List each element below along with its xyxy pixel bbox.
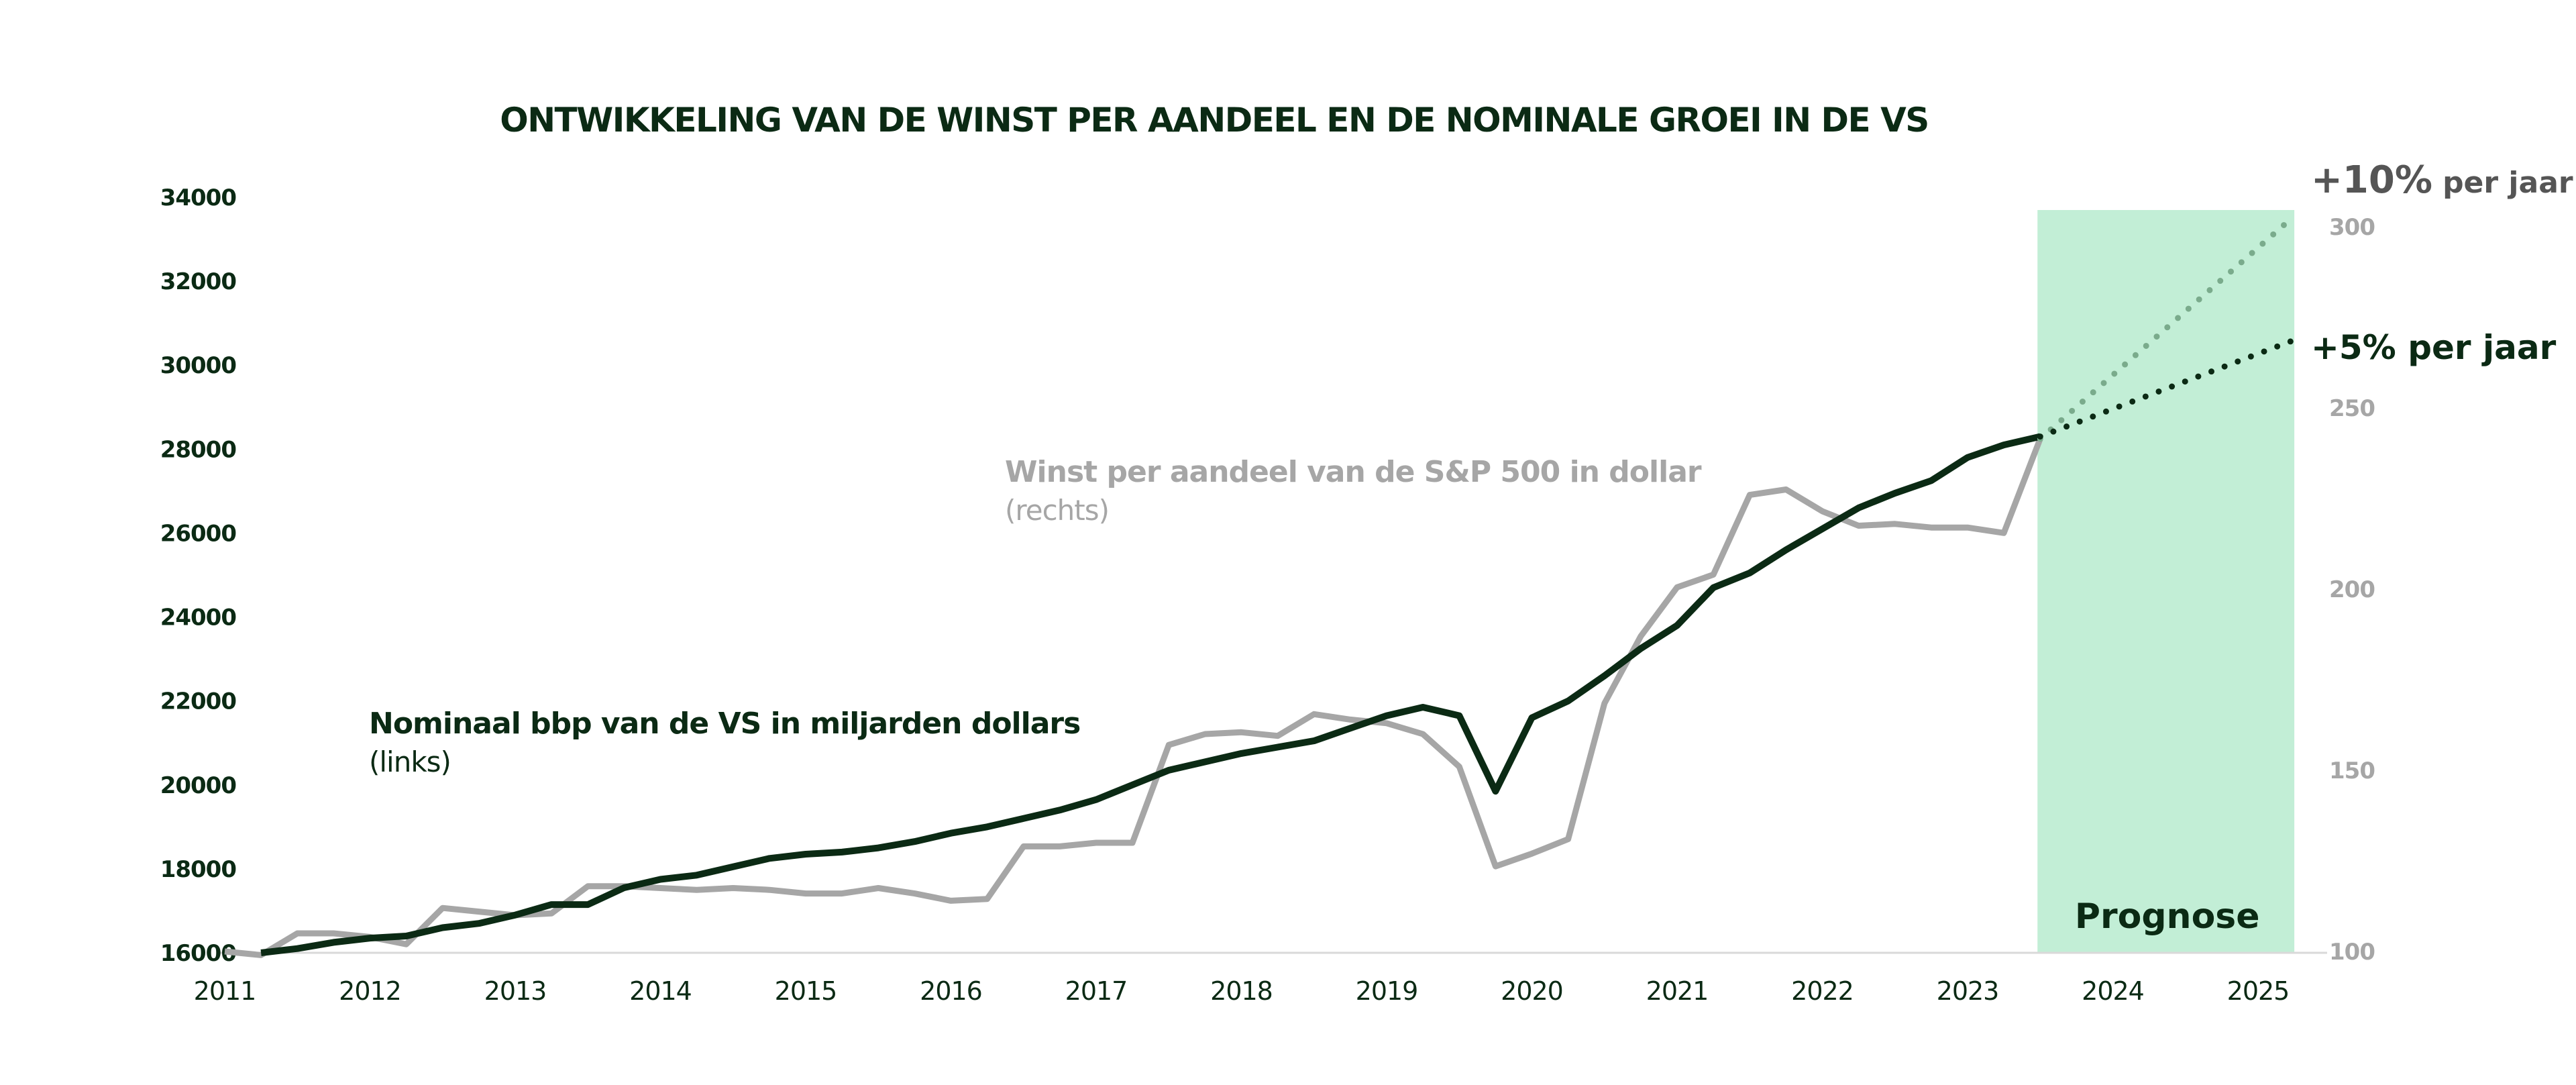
annotation-5pct: +5% per jaar (2311, 328, 2557, 367)
left-y-tick-label: 26000 (160, 520, 237, 547)
left-y-tick-label: 34000 (160, 185, 237, 211)
right-y-tick-label: 100 (2329, 939, 2375, 966)
x-tick-label: 2014 (629, 976, 692, 1006)
series-line-forecast-5pct (2037, 337, 2298, 440)
eps-series-label: Winst per aandeel van de S&P 500 in doll… (1005, 455, 1702, 489)
x-tick-label: 2017 (1065, 976, 1128, 1006)
right-y-tick-label: 300 (2329, 214, 2375, 241)
series-line-gdp (260, 433, 2041, 956)
x-tick-label: 2018 (1210, 976, 1273, 1006)
left-y-tick-label: 20000 (160, 772, 237, 799)
x-tick-label: 2015 (775, 976, 837, 1006)
x-tick-label: 2020 (1501, 976, 1563, 1006)
annotation-10pct-value: +10% (2311, 158, 2432, 202)
gdp-series-label: Nominaal bbp van de VS in miljarden doll… (369, 707, 1080, 741)
annotation-10pct-suffix: per jaar (2443, 166, 2573, 200)
left-y-tick-label: 24000 (160, 605, 237, 631)
x-tick-label: 2012 (339, 976, 401, 1006)
forecast-region (2037, 210, 2295, 953)
x-tick-label: 2022 (1791, 976, 1854, 1006)
right-y-tick-label: 200 (2329, 576, 2375, 603)
x-tick-label: 2013 (484, 976, 547, 1006)
annotation-10pct: +10% per jaar (2311, 158, 2573, 202)
left-y-tick-label: 18000 (160, 856, 237, 883)
left-y-tick-label: 30000 (160, 352, 237, 379)
chart-title: ONTWIKKELING VAN DE WINST PER AANDEEL EN… (500, 101, 1929, 140)
x-axis: 2011 2012 2013 2014 2015 2016 2017 2018 2019 2020… (194, 976, 2290, 1006)
forecast-label: Prognose (2075, 896, 2260, 937)
x-tick-label: 2025 (2227, 976, 2290, 1006)
right-y-tick-label: 150 (2329, 758, 2375, 784)
right-y-axis: 100 150 200 250 300 (2329, 214, 2375, 966)
left-y-tick-label: 16000 (160, 940, 237, 967)
x-tick-label: 2019 (1356, 976, 1418, 1006)
right-y-tick-label: 250 (2329, 395, 2375, 422)
series-line-forecast-10pct (2037, 213, 2298, 442)
left-y-tick-label: 32000 (160, 268, 237, 295)
eps-series-sublabel: (rechts) (1005, 494, 1109, 527)
x-tick-label: 2011 (194, 976, 256, 1006)
left-y-axis: 16000 18000 20000 22000 24000 26000 28000 30000… (160, 185, 237, 967)
left-y-tick-label: 28000 (160, 436, 237, 463)
x-tick-label: 2021 (1646, 976, 1709, 1006)
left-y-tick-label: 22000 (160, 688, 237, 715)
x-tick-label: 2023 (1937, 976, 1999, 1006)
gdp-series-sublabel: (links) (369, 745, 451, 778)
x-tick-label: 2024 (2082, 976, 2144, 1006)
x-tick-label: 2016 (920, 976, 982, 1006)
series-layer (224, 213, 2298, 958)
